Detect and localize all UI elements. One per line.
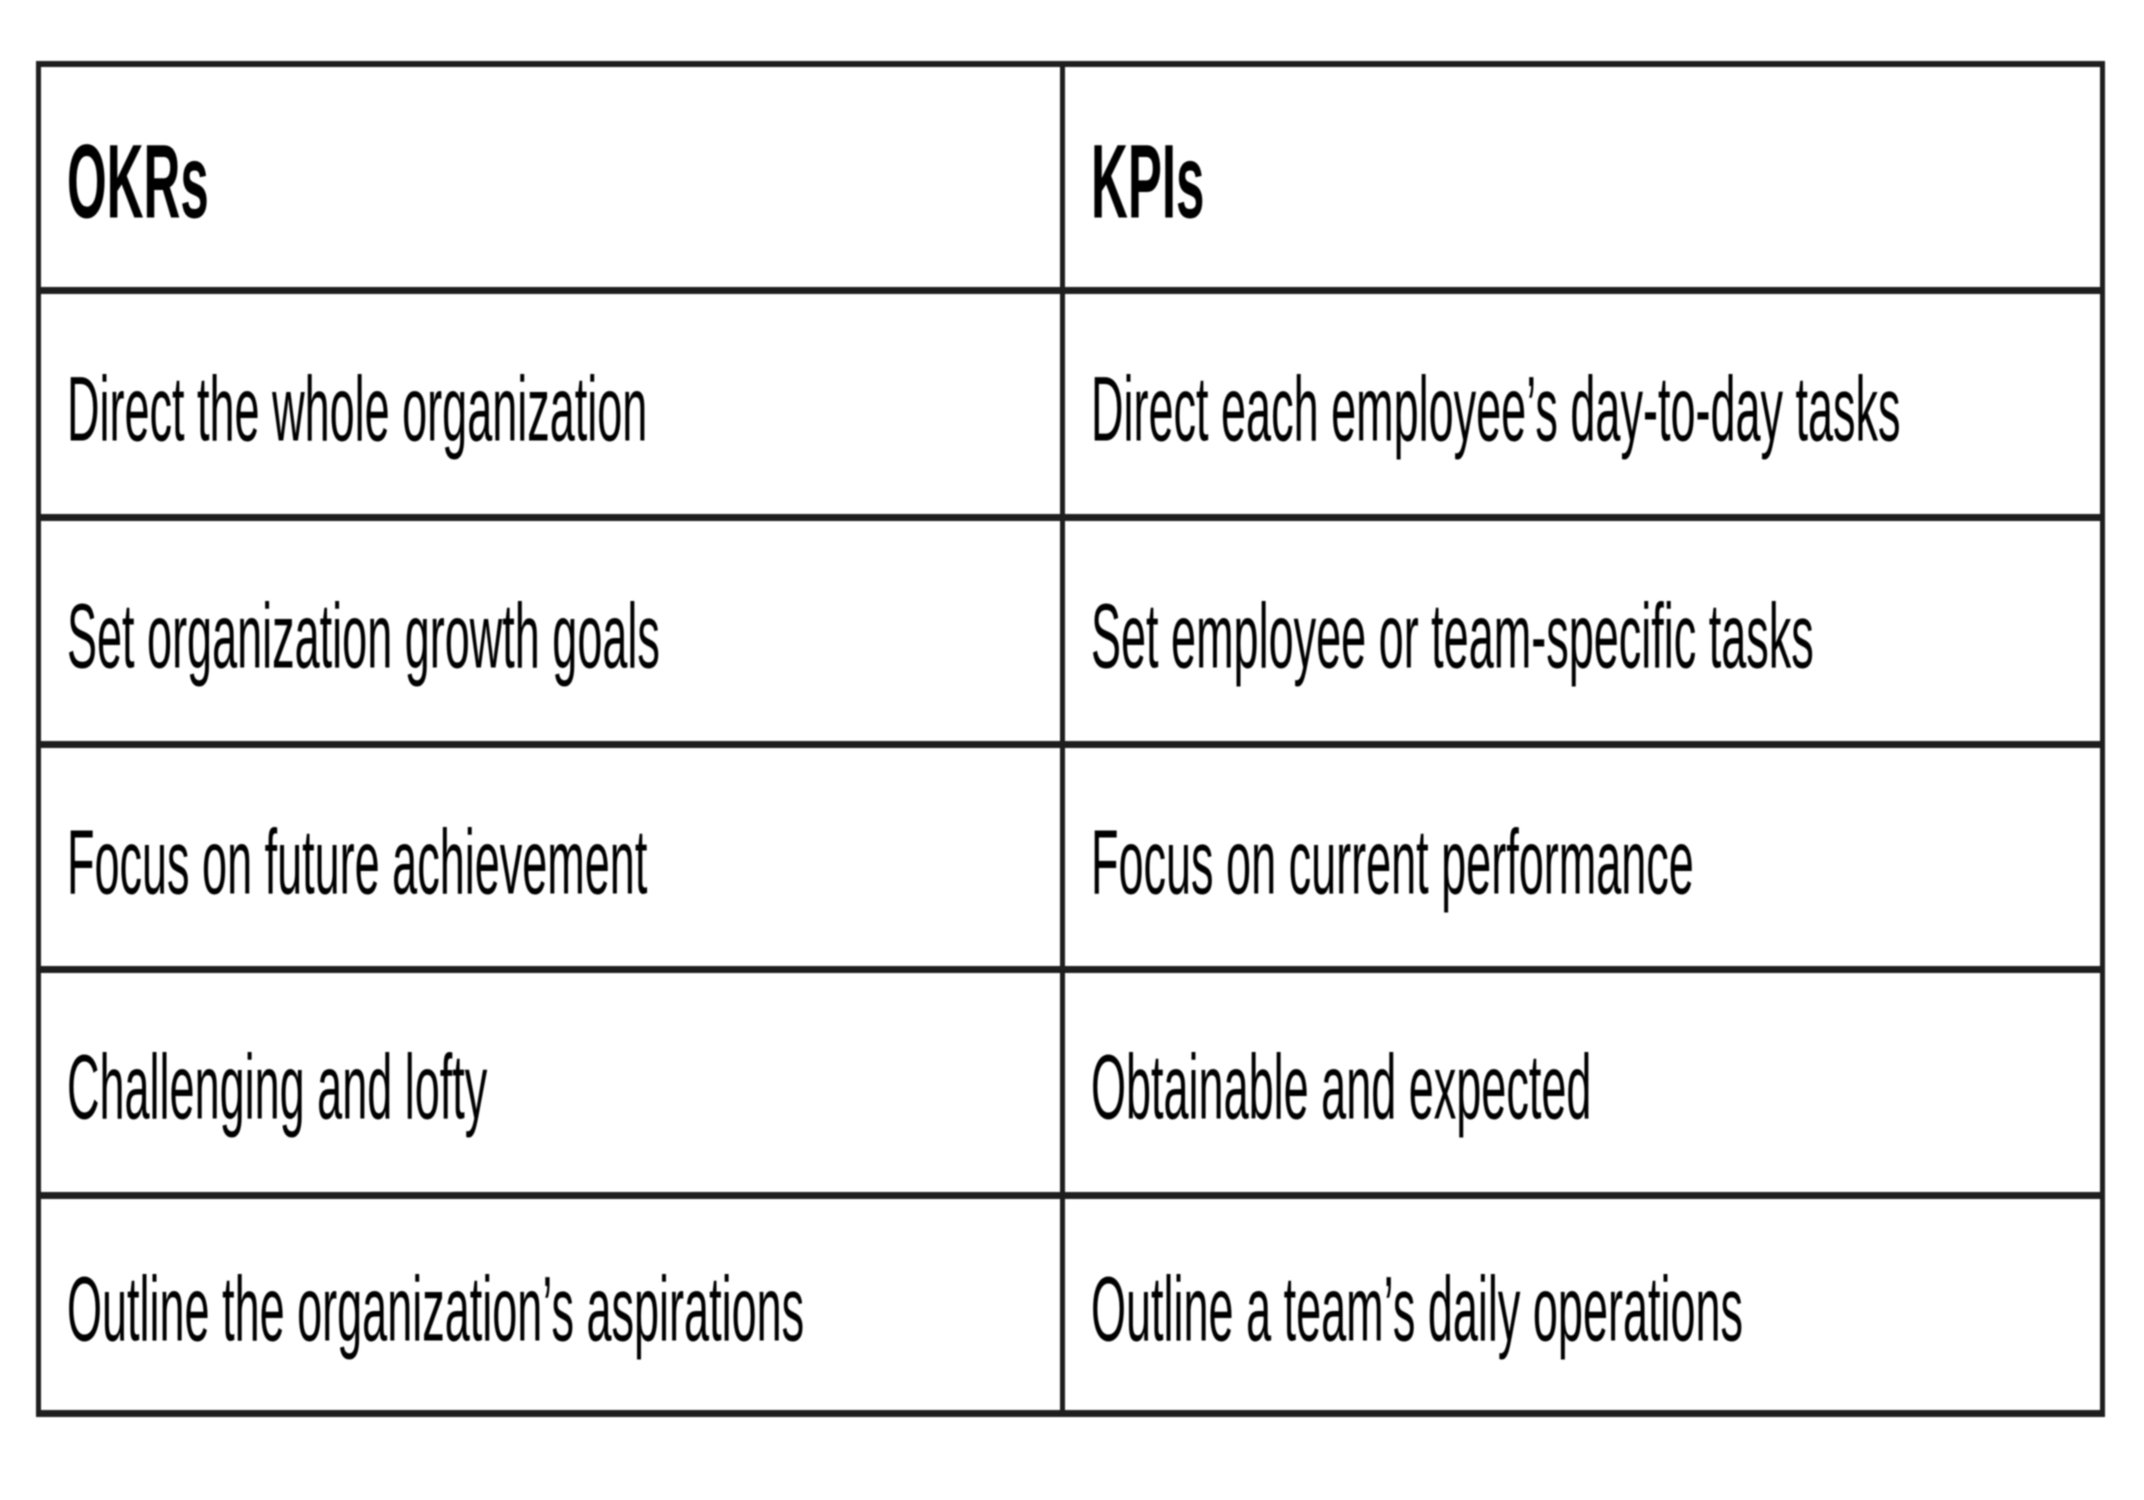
kpi-cell-text: Direct each employee’s day-to-day tasks xyxy=(1091,355,1901,461)
table-header-kpis: KPIs xyxy=(1065,67,2100,294)
okr-cell: Set organization growth goals xyxy=(41,521,1065,748)
kpi-cell-text: Focus on current performance xyxy=(1091,808,1694,914)
okr-cell-text: Set organization growth goals xyxy=(67,582,660,688)
kpi-cell-text: Outline a team’s daily operations xyxy=(1091,1256,1744,1361)
kpis-header-label: KPIs xyxy=(1091,122,1205,240)
okr-cell: Focus on future achievement xyxy=(41,748,1065,973)
kpi-cell: Direct each employee’s day-to-day tasks xyxy=(1065,294,2100,521)
kpi-cell: Outline a team’s daily operations xyxy=(1065,1199,2100,1410)
okr-cell-text: Outline the organization’s aspirations xyxy=(67,1256,805,1361)
okrs-header-label: OKRs xyxy=(67,122,209,240)
kpi-cell-text: Set employee or team-specific tasks xyxy=(1091,582,1814,688)
okr-cell: Outline the organization’s aspirations xyxy=(41,1199,1065,1410)
kpi-cell-text: Obtainable and expected xyxy=(1091,1034,1592,1139)
okr-cell-text: Challenging and lofty xyxy=(67,1034,488,1139)
kpi-cell: Obtainable and expected xyxy=(1065,973,2100,1199)
okr-kpi-comparison-table: OKRs KPIs Direct the whole organization … xyxy=(36,61,2105,1417)
okr-cell-text: Focus on future achievement xyxy=(67,808,648,914)
okr-cell-text: Direct the whole organization xyxy=(67,355,648,461)
table-header-okrs: OKRs xyxy=(41,67,1065,294)
kpi-cell: Focus on current performance xyxy=(1065,748,2100,973)
okr-cell: Direct the whole organization xyxy=(41,294,1065,521)
kpi-cell: Set employee or team-specific tasks xyxy=(1065,521,2100,748)
okr-cell: Challenging and lofty xyxy=(41,973,1065,1199)
